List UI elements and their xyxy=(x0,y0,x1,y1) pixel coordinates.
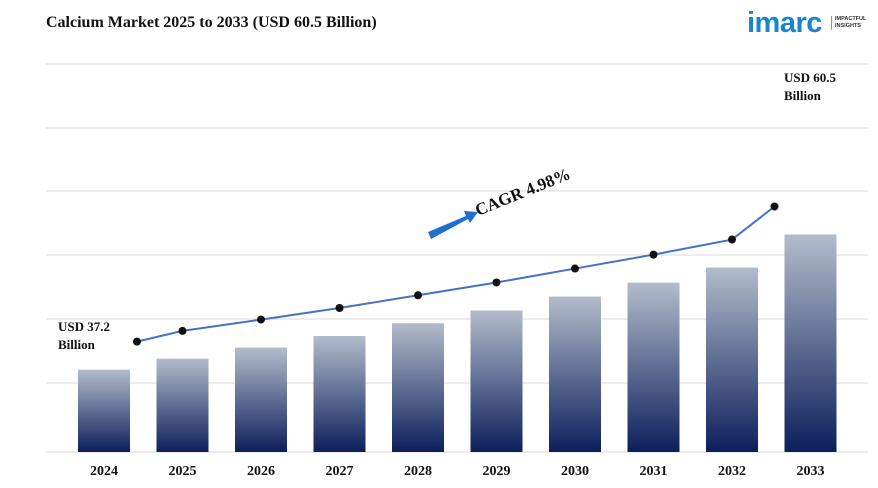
logo-tagline-line-1: IMPACTFUL xyxy=(835,16,867,22)
x-tick-2033: 2033 xyxy=(797,464,825,479)
end-annotation: USD 60.5 Billion xyxy=(784,70,837,103)
bar-2031 xyxy=(627,282,680,452)
cagr-annotation: CAGR 4.98% xyxy=(428,164,573,239)
imarc-logo: imarc IMPACTFUL INSIGHTS xyxy=(747,6,872,40)
start-label-line-2: Billion xyxy=(58,337,96,352)
bar-2033 xyxy=(784,234,837,452)
trend-point-2033 xyxy=(770,202,779,211)
x-tick-2029: 2029 xyxy=(483,464,511,479)
trend-point-2030 xyxy=(571,264,579,273)
trend-point-2031 xyxy=(649,250,658,259)
bars xyxy=(78,234,837,452)
trend-point-2027 xyxy=(335,304,344,312)
bar-2030 xyxy=(549,296,601,452)
x-tick-2030: 2030 xyxy=(561,464,589,479)
trend-point-2025 xyxy=(178,326,187,335)
cagr-arrow-icon xyxy=(428,211,478,239)
x-tick-2032: 2032 xyxy=(718,464,746,479)
logo-tagline: IMPACTFUL INSIGHTS xyxy=(831,16,866,30)
x-tick-2028: 2028 xyxy=(404,464,432,479)
trend-line-path xyxy=(136,205,776,343)
bar-2027 xyxy=(313,336,366,452)
trend-point-2024 xyxy=(133,337,141,346)
logo-word: imarc xyxy=(747,7,822,39)
x-axis-ticks: 2024 2025 2026 2027 2028 2029 2030 2031 2032 2033 xyxy=(90,464,825,479)
end-label-line-2: Billion xyxy=(784,88,822,103)
x-tick-2024: 2024 xyxy=(90,464,118,479)
x-tick-2031: 2031 xyxy=(640,464,668,479)
x-tick-2025: 2025 xyxy=(169,464,197,479)
trend-line xyxy=(133,202,779,346)
bar-2029 xyxy=(470,310,523,452)
trend-point-2028 xyxy=(414,291,422,300)
trend-point-2032 xyxy=(728,235,736,244)
x-tick-2027: 2027 xyxy=(326,464,354,479)
x-tick-2026: 2026 xyxy=(247,464,275,479)
start-annotation: USD 37.2 Billion xyxy=(58,319,110,352)
start-label-line-1: USD 37.2 xyxy=(58,319,110,334)
bar-2024 xyxy=(78,369,130,452)
bar-2032 xyxy=(706,267,758,452)
cagr-label: CAGR 4.98% xyxy=(472,164,573,219)
logo-tagline-line-2: INSIGHTS xyxy=(835,23,861,29)
bar-2026 xyxy=(235,347,287,452)
trend-point-2026 xyxy=(257,315,265,324)
bar-2025 xyxy=(156,358,209,452)
page-title: Calcium Market 2025 to 2033 (USD 60.5 Bi… xyxy=(46,14,377,31)
bar-2028 xyxy=(392,323,444,452)
trend-point-2029 xyxy=(492,278,501,287)
end-label-line-1: USD 60.5 xyxy=(784,70,837,85)
